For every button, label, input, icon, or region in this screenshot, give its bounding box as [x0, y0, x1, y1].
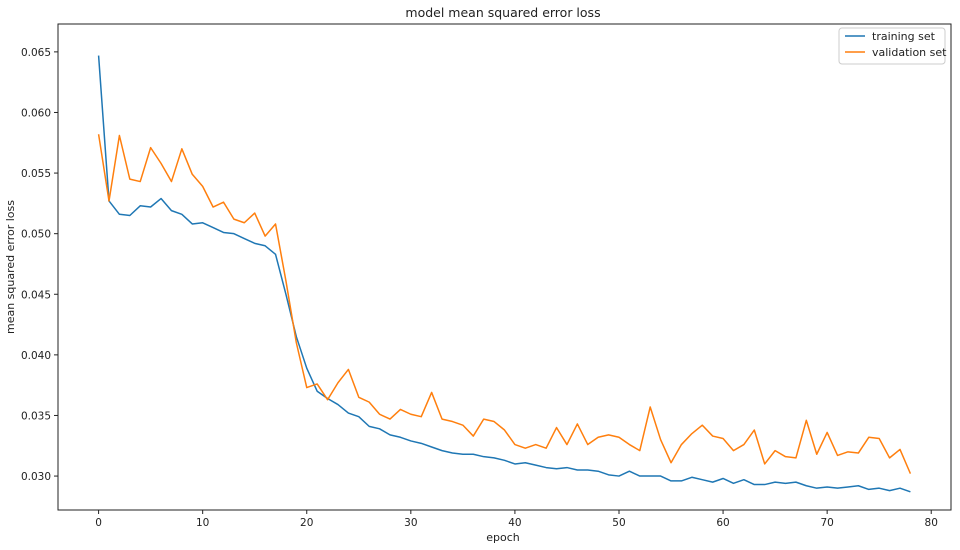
- x-tick-label: 80: [925, 517, 938, 529]
- y-tick-label: 0.035: [21, 410, 51, 422]
- legend: training set validation set: [838, 27, 947, 65]
- plot-frame: [57, 23, 952, 511]
- x-tick-label: 70: [820, 517, 833, 529]
- x-axis-label: epoch: [486, 531, 520, 544]
- chart-title: model mean squared error loss: [405, 5, 600, 20]
- x-axis: 0 10 20 30 40 50 60 70 80: [95, 510, 938, 529]
- y-tick-label: 0.060: [21, 107, 51, 119]
- training-set-line: [97, 55, 911, 493]
- y-tick-label: 0.055: [21, 168, 51, 180]
- x-tick-label: 30: [404, 517, 417, 529]
- x-tick-label: 60: [716, 517, 729, 529]
- plot-area: [57, 23, 952, 511]
- legend-box: [838, 27, 946, 65]
- legend-label-validation: validation set: [872, 46, 947, 59]
- x-tick-label: 10: [196, 517, 209, 529]
- legend-label-training: training set: [872, 30, 936, 43]
- series-lines: [97, 55, 912, 493]
- y-tick-label: 0.040: [21, 350, 51, 362]
- x-tick-label: 40: [508, 517, 521, 529]
- y-tick-label: 0.065: [21, 47, 51, 59]
- x-tick-label: 50: [612, 517, 625, 529]
- y-tick-label: 0.030: [21, 471, 51, 483]
- y-tick-label: 0.045: [21, 289, 51, 301]
- x-tick-label: 20: [300, 517, 313, 529]
- validation-set-line: [97, 134, 912, 474]
- y-tick-label: 0.050: [21, 229, 51, 241]
- x-tick-label: 0: [95, 517, 102, 529]
- y-axis-label: mean squared error loss: [4, 200, 17, 334]
- y-axis: 0.030 0.035 0.040 0.045 0.050 0.055 0.060 0.065: [21, 47, 58, 483]
